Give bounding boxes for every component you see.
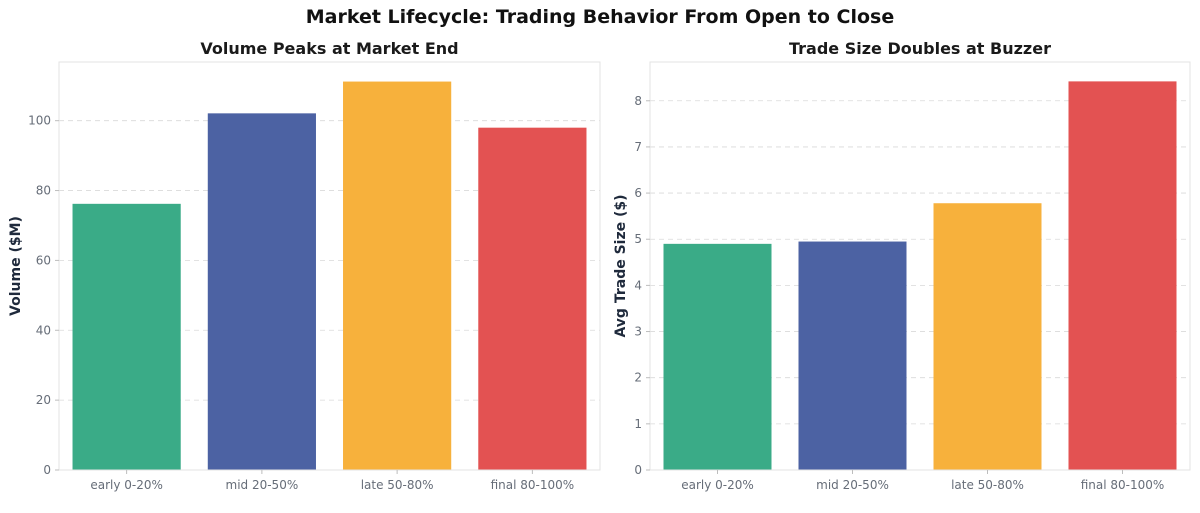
y-tick-label: 40 [36, 323, 51, 337]
y-tick-label: 3 [634, 325, 642, 339]
y-tick-label: 100 [28, 114, 51, 128]
bar [72, 203, 181, 471]
bar [663, 243, 772, 470]
bar [798, 241, 907, 470]
bar [207, 113, 316, 471]
y-axis-label: Volume ($M) [8, 216, 24, 316]
x-tick-label: mid 20-50% [816, 478, 889, 492]
y-tick-label: 20 [36, 393, 51, 407]
y-tick-label: 8 [634, 94, 642, 108]
plot-frame [58, 61, 601, 471]
y-axis-label: Avg Trade Size ($) [613, 194, 629, 337]
y-tick-label: 0 [634, 463, 642, 477]
y-tick-label: 60 [36, 253, 51, 267]
x-tick-label: early 0-20% [90, 478, 163, 492]
x-tick-label: late 50-80% [951, 478, 1024, 492]
chart-title: Volume Peaks at Market End [200, 39, 458, 58]
bar [1068, 81, 1177, 470]
y-tick-label: 6 [634, 186, 642, 200]
figure-title: Market Lifecycle: Trading Behavior From … [306, 6, 895, 28]
x-tick-label: mid 20-50% [226, 478, 299, 492]
trade-size-chart-panel: Trade Size Doubles at Buzzer Avg Trade Si… [613, 39, 1191, 492]
y-tick-label: 80 [36, 184, 51, 198]
bar [478, 127, 587, 470]
y-tick-label: 1 [634, 417, 642, 431]
y-tick-label: 2 [634, 371, 642, 385]
volume-chart-panel: Volume Peaks at Market End Volume ($M) 0 20… [8, 39, 601, 492]
y-tick-label: 5 [634, 232, 642, 246]
x-tick-label: late 50-80% [361, 478, 434, 492]
y-tick-label: 0 [43, 463, 51, 477]
x-tick-label: final 80-100% [491, 478, 575, 492]
plot-frame [649, 61, 1191, 471]
x-tick-label: final 80-100% [1081, 478, 1165, 492]
bar [343, 81, 452, 470]
y-tick-label: 7 [634, 140, 642, 154]
y-tick-label: 4 [634, 278, 642, 292]
chart-title: Trade Size Doubles at Buzzer [789, 39, 1051, 58]
bar [933, 203, 1042, 470]
x-tick-label: early 0-20% [681, 478, 754, 492]
